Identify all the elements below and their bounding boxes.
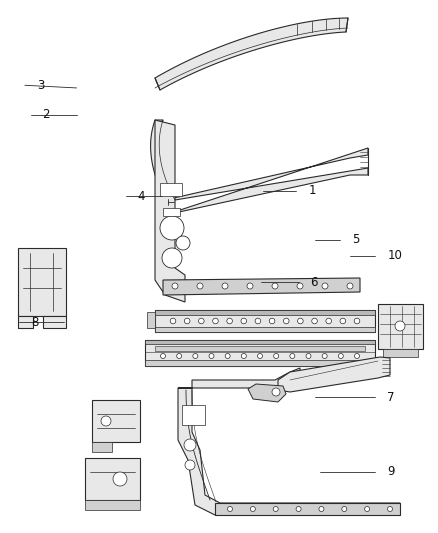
- Polygon shape: [178, 388, 400, 515]
- Circle shape: [296, 506, 301, 512]
- Polygon shape: [151, 120, 368, 215]
- Text: 3: 3: [37, 79, 44, 92]
- Circle shape: [306, 353, 311, 359]
- Circle shape: [251, 506, 255, 512]
- Circle shape: [273, 506, 278, 512]
- Text: 4: 4: [138, 190, 145, 203]
- Circle shape: [227, 506, 233, 512]
- Polygon shape: [383, 349, 418, 357]
- Text: 1: 1: [308, 184, 316, 197]
- Circle shape: [241, 353, 246, 359]
- Text: 2: 2: [42, 108, 50, 121]
- Circle shape: [258, 353, 262, 359]
- Polygon shape: [155, 310, 375, 332]
- Text: 8: 8: [31, 316, 39, 329]
- Polygon shape: [145, 360, 375, 366]
- Circle shape: [354, 318, 360, 324]
- Polygon shape: [248, 384, 286, 402]
- Circle shape: [160, 216, 184, 240]
- Circle shape: [162, 248, 182, 268]
- Circle shape: [213, 318, 218, 324]
- Polygon shape: [178, 368, 300, 388]
- Circle shape: [272, 388, 280, 396]
- Polygon shape: [92, 400, 140, 442]
- Circle shape: [184, 318, 190, 324]
- Polygon shape: [43, 316, 66, 328]
- Circle shape: [395, 321, 405, 331]
- Circle shape: [113, 472, 127, 486]
- Circle shape: [274, 353, 279, 359]
- Text: 9: 9: [387, 465, 395, 478]
- Polygon shape: [163, 278, 360, 295]
- Circle shape: [176, 236, 190, 250]
- Polygon shape: [18, 248, 66, 316]
- Polygon shape: [85, 500, 140, 510]
- Circle shape: [283, 318, 289, 324]
- Circle shape: [227, 318, 233, 324]
- Text: 7: 7: [387, 391, 395, 403]
- Circle shape: [388, 506, 392, 512]
- Circle shape: [225, 353, 230, 359]
- Circle shape: [319, 506, 324, 512]
- Circle shape: [222, 283, 228, 289]
- Circle shape: [326, 318, 332, 324]
- Polygon shape: [378, 304, 423, 349]
- Circle shape: [198, 318, 204, 324]
- Circle shape: [322, 283, 328, 289]
- Circle shape: [340, 318, 346, 324]
- Polygon shape: [155, 120, 185, 302]
- Circle shape: [255, 318, 261, 324]
- Polygon shape: [160, 183, 182, 196]
- Circle shape: [101, 416, 111, 426]
- Polygon shape: [278, 357, 390, 392]
- Circle shape: [170, 318, 176, 324]
- Polygon shape: [182, 405, 205, 425]
- Polygon shape: [163, 208, 180, 216]
- Polygon shape: [147, 312, 155, 328]
- Polygon shape: [85, 458, 140, 500]
- Circle shape: [365, 506, 370, 512]
- Polygon shape: [155, 18, 348, 90]
- Circle shape: [322, 353, 327, 359]
- Circle shape: [354, 353, 360, 359]
- Circle shape: [185, 460, 195, 470]
- Polygon shape: [155, 346, 365, 351]
- Circle shape: [297, 318, 303, 324]
- Circle shape: [342, 506, 347, 512]
- Circle shape: [297, 283, 303, 289]
- Circle shape: [269, 318, 275, 324]
- Circle shape: [209, 353, 214, 359]
- Polygon shape: [18, 316, 33, 328]
- Polygon shape: [145, 340, 375, 344]
- Text: 10: 10: [387, 249, 402, 262]
- Circle shape: [160, 353, 166, 359]
- Text: 6: 6: [311, 276, 318, 289]
- Circle shape: [247, 283, 253, 289]
- Circle shape: [184, 439, 196, 451]
- Polygon shape: [145, 340, 375, 366]
- Circle shape: [241, 318, 247, 324]
- Polygon shape: [92, 442, 112, 452]
- Polygon shape: [215, 503, 400, 515]
- Circle shape: [347, 283, 353, 289]
- Text: 5: 5: [352, 233, 360, 246]
- Polygon shape: [155, 310, 375, 315]
- Polygon shape: [155, 327, 375, 332]
- Circle shape: [197, 283, 203, 289]
- Circle shape: [272, 283, 278, 289]
- Circle shape: [312, 318, 318, 324]
- Circle shape: [193, 353, 198, 359]
- Circle shape: [177, 353, 182, 359]
- Circle shape: [172, 283, 178, 289]
- Circle shape: [290, 353, 295, 359]
- Circle shape: [338, 353, 343, 359]
